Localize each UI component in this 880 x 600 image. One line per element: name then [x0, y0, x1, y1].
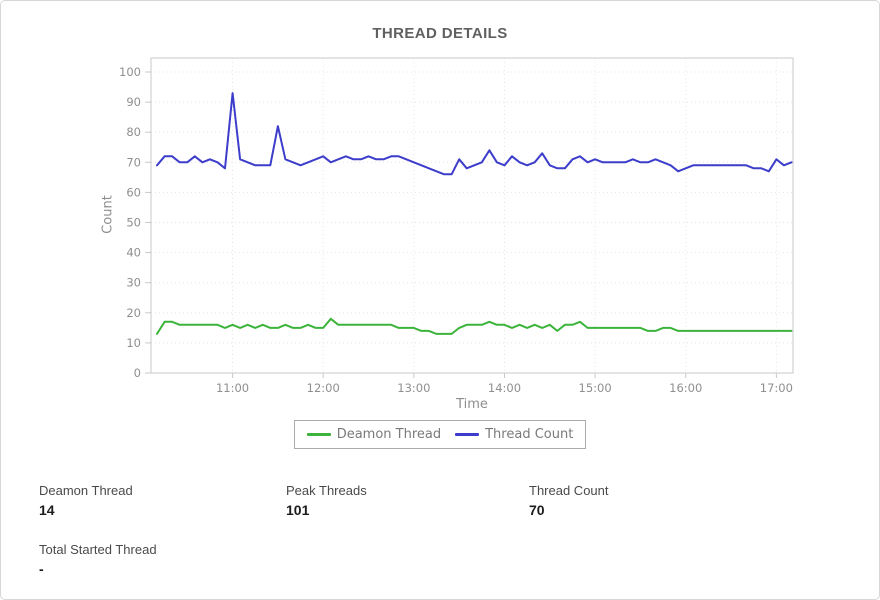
svg-text:50: 50: [126, 216, 141, 230]
svg-text:30: 30: [126, 276, 141, 290]
svg-text:70: 70: [126, 155, 141, 169]
legend-label: Thread Count: [485, 427, 574, 442]
thread-count-line-swatch: [455, 433, 480, 436]
svg-text:90: 90: [126, 95, 141, 109]
svg-text:80: 80: [126, 125, 141, 139]
x-axis-title: Time: [456, 397, 488, 412]
deamon-thread-line-swatch: [306, 433, 331, 436]
legend-box: Deamon Thread Thread Count: [293, 420, 587, 449]
svg-text:16:00: 16:00: [669, 381, 702, 395]
svg-text:17:00: 17:00: [760, 381, 793, 395]
stat-value: 101: [286, 502, 310, 518]
svg-text:11:00: 11:00: [216, 381, 249, 395]
stat-value: 14: [39, 502, 55, 518]
svg-text:60: 60: [126, 185, 141, 199]
chart-legend: Deamon Thread Thread Count: [1, 420, 879, 449]
svg-text:10: 10: [126, 336, 141, 350]
stat-label: Total Started Thread: [39, 542, 157, 557]
stat-total-started-thread: Total Started Thread -: [39, 542, 779, 577]
svg-text:100: 100: [119, 65, 141, 79]
svg-text:15:00: 15:00: [579, 381, 612, 395]
thread-stats: Deamon Thread 14 Peak Threads 101 Thread…: [39, 483, 779, 577]
legend-item-deamon-thread[interactable]: Deamon Thread: [306, 427, 442, 442]
stat-label: Peak Threads: [286, 483, 367, 498]
stat-value: -: [39, 561, 44, 577]
svg-text:20: 20: [126, 306, 141, 320]
chart-title: THREAD DETAILS: [372, 25, 508, 42]
svg-text:40: 40: [126, 246, 141, 260]
svg-text:0: 0: [134, 366, 141, 380]
legend-label: Deamon Thread: [336, 427, 442, 442]
stat-thread-count: Thread Count 70: [529, 483, 779, 518]
stat-label: Thread Count: [529, 483, 609, 498]
legend-item-thread-count[interactable]: Thread Count: [455, 427, 573, 442]
stat-deamon-thread: Deamon Thread 14: [39, 483, 286, 518]
stat-value: 70: [529, 502, 545, 518]
svg-text:12:00: 12:00: [307, 381, 340, 395]
plot-area: 0 10 20 30 40 50 60 70 80 90 100 11:00 12:00 13:00 14:…: [119, 57, 794, 395]
stat-label: Deamon Thread: [39, 483, 133, 498]
svg-text:13:00: 13:00: [397, 381, 430, 395]
svg-text:14:00: 14:00: [488, 381, 521, 395]
stat-peak-threads: Peak Threads 101: [286, 483, 529, 518]
